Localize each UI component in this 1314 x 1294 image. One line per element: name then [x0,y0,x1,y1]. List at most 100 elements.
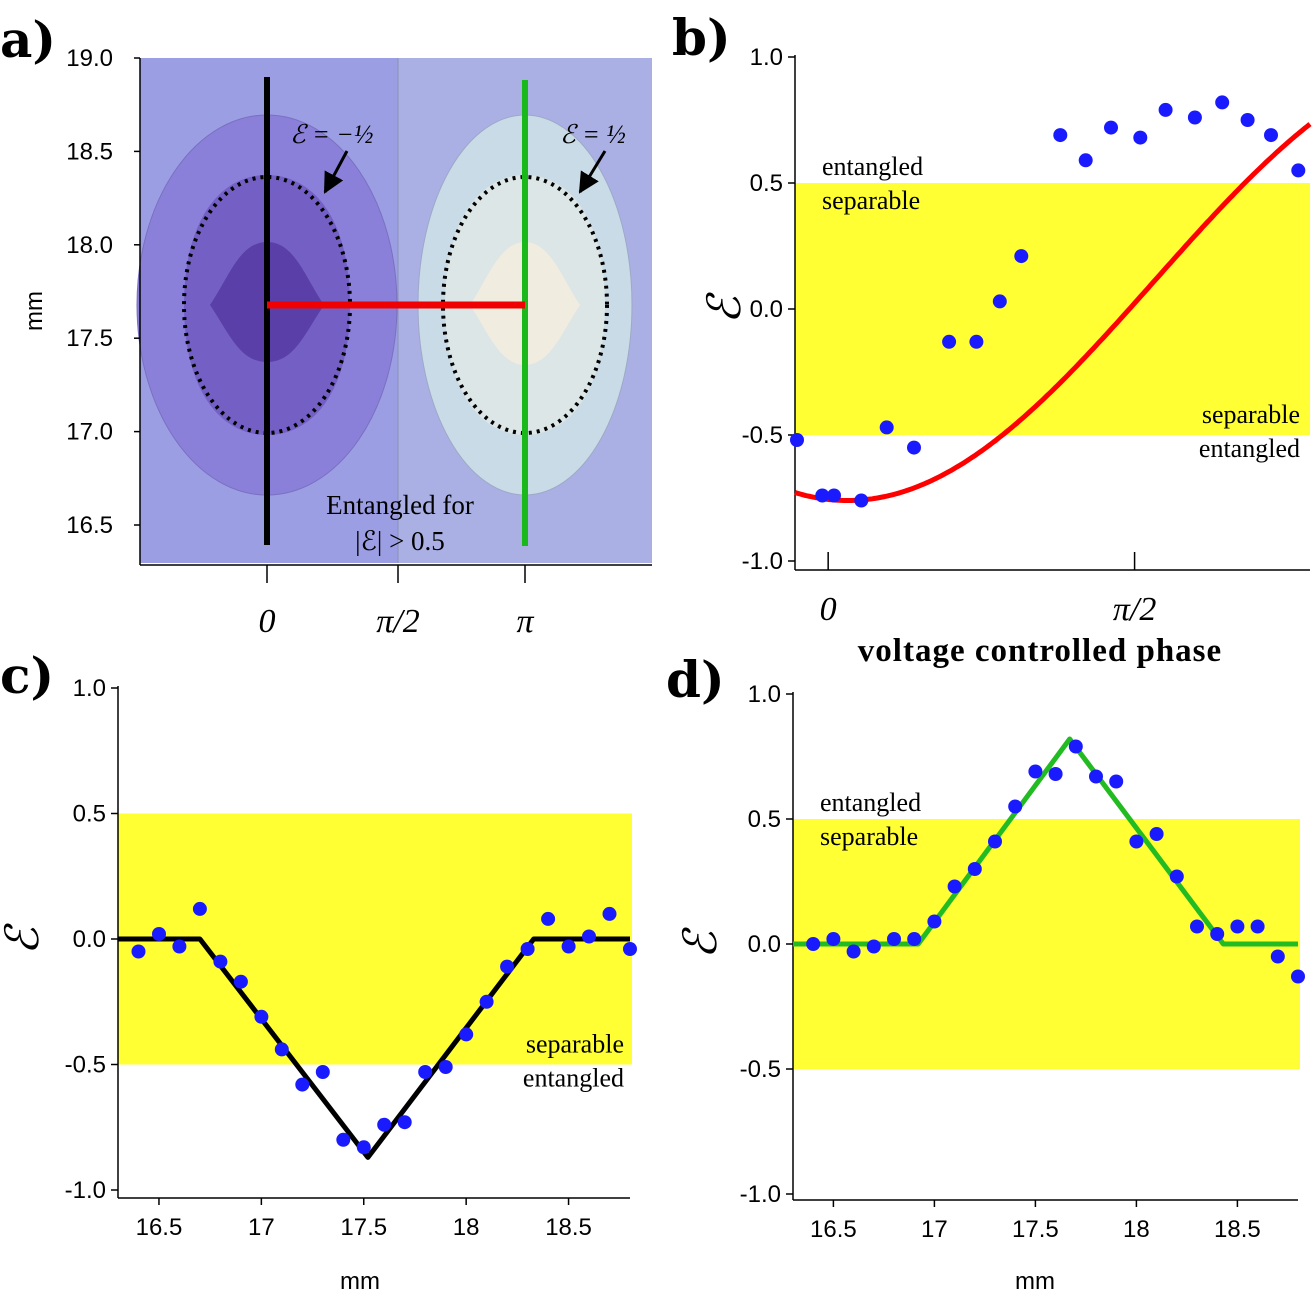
a-x-ticks: 0 π/2 π [259,565,534,640]
data-point [131,944,146,959]
data-point [967,862,982,876]
panel-label-a: a) [0,10,56,69]
x-axis-label: mm [340,1268,380,1294]
band-label-entangled-bottom: entangled [1199,434,1300,463]
ytick-label: 0.5 [750,170,783,197]
band-label-entangled-bottom: entangled [523,1064,624,1093]
a-y-ticks: 16.5 17.0 17.5 18.0 18.5 19.0 [66,45,140,539]
data-point [988,834,1002,849]
data-point [992,294,1007,309]
data-point [827,488,841,503]
x-axis-label: mm [1015,1268,1055,1294]
band-label-separable-top: separable [820,822,918,851]
data-point [1089,769,1103,784]
xtick-label: 18.5 [545,1214,592,1241]
data-point [172,939,187,954]
data-point [336,1132,351,1147]
data-point [1158,102,1173,117]
ytick-label: -1.0 [65,1177,106,1204]
ytick-label: 0.0 [73,926,106,953]
x-axis-label: voltage controlled phase [858,633,1222,669]
a-xtick-label: 0 [259,603,276,640]
band-label-separable-top: separable [822,186,920,215]
panel-a-contour-plot: ℰ = −½ ℰ = ½ Entangled for |ℰ| > 0.5 16.… [21,45,652,640]
data-point [1190,919,1204,934]
panel-d-mm-scatter: 1.0 0.5 0.0 -0.5 -1.0 16.5 17 17.5 18 18.5 entangl… [675,681,1305,1294]
data-point [561,939,576,954]
data-point [1169,869,1184,884]
xtick-label: π/2 [1113,591,1156,628]
data-point [947,879,962,894]
panel-label-d: d) [666,650,725,709]
data-point [927,914,942,929]
xtick-label: 16.5 [810,1216,857,1243]
data-point [356,1140,371,1155]
data-point [295,1077,310,1092]
data-point [254,1009,269,1024]
data-point [1048,767,1063,781]
data-point [377,1117,392,1132]
data-point [623,942,637,956]
ytick-label: 1.0 [750,44,783,71]
ytick-label: -0.5 [742,422,783,449]
xtick-label: 18 [453,1214,480,1241]
band-label-separable-bottom: separable [1202,400,1300,429]
a-ytick-label: 17.5 [66,325,113,352]
data-point [418,1065,433,1079]
y-axis-label: ℰ [675,927,726,959]
xtick-label: 16.5 [136,1214,183,1241]
data-point [1250,919,1265,934]
panel-label-b: b) [672,8,731,67]
data-point [1028,764,1043,779]
data-point [397,1115,412,1130]
panel-label-c: c) [0,646,54,705]
data-point [846,944,861,959]
a-y-axis-label: mm [21,291,48,331]
data-point [438,1060,453,1074]
data-point [806,937,821,951]
ytick-label: -0.5 [740,1056,781,1083]
xtick-label: 18 [1123,1216,1150,1243]
data-point [152,927,166,941]
separability-band [795,183,1310,435]
data-point [602,906,617,921]
data-point [1068,739,1083,754]
a-ytick-label: 17.0 [66,419,113,446]
data-point [274,1042,289,1057]
band-label-separable-bottom: separable [526,1030,624,1059]
data-point [192,901,207,916]
a-ytick-label: 16.5 [66,512,113,539]
ytick-label: 0.5 [748,806,781,833]
data-point [1109,774,1124,789]
data-point [1129,834,1144,849]
arrow-neg-half [323,150,349,194]
data-point [582,929,596,944]
data-point [1104,120,1118,135]
panel-c-mm-scatter: 1.0 0.5 0.0 -0.5 -1.0 16.5 17 17.5 18 18.5 separab… [0,675,637,1294]
data-point [1215,95,1230,110]
data-point [854,493,869,508]
data-point [233,974,248,989]
data-point [1230,919,1245,934]
data-point [1270,949,1285,964]
contour-label-pos-half: ℰ = ½ [560,120,626,149]
ytick-label: 0.0 [748,931,781,958]
a-ytick-label: 19.0 [66,45,113,72]
data-point [1149,827,1164,841]
ytick-label: -1.0 [742,548,783,575]
xtick-label: 17.5 [1012,1216,1059,1243]
data-point [887,932,901,946]
data-point [520,942,535,956]
data-point [541,911,556,926]
data-point [907,932,922,946]
contour-label-neg-half: ℰ = −½ [290,120,373,149]
xtick-label: 17 [921,1216,948,1243]
band-label-entangled-top: entangled [822,152,923,181]
xtick-label: 18.5 [1214,1216,1261,1243]
data-point [866,939,881,954]
data-point [1133,130,1148,145]
panel-b-phase-scatter: 1.00.50.0-0.5-1.00π/2πentangledseparable… [699,44,1312,669]
data-point [1210,927,1225,941]
contour-right-dotted [441,175,609,435]
data-point [500,959,515,974]
